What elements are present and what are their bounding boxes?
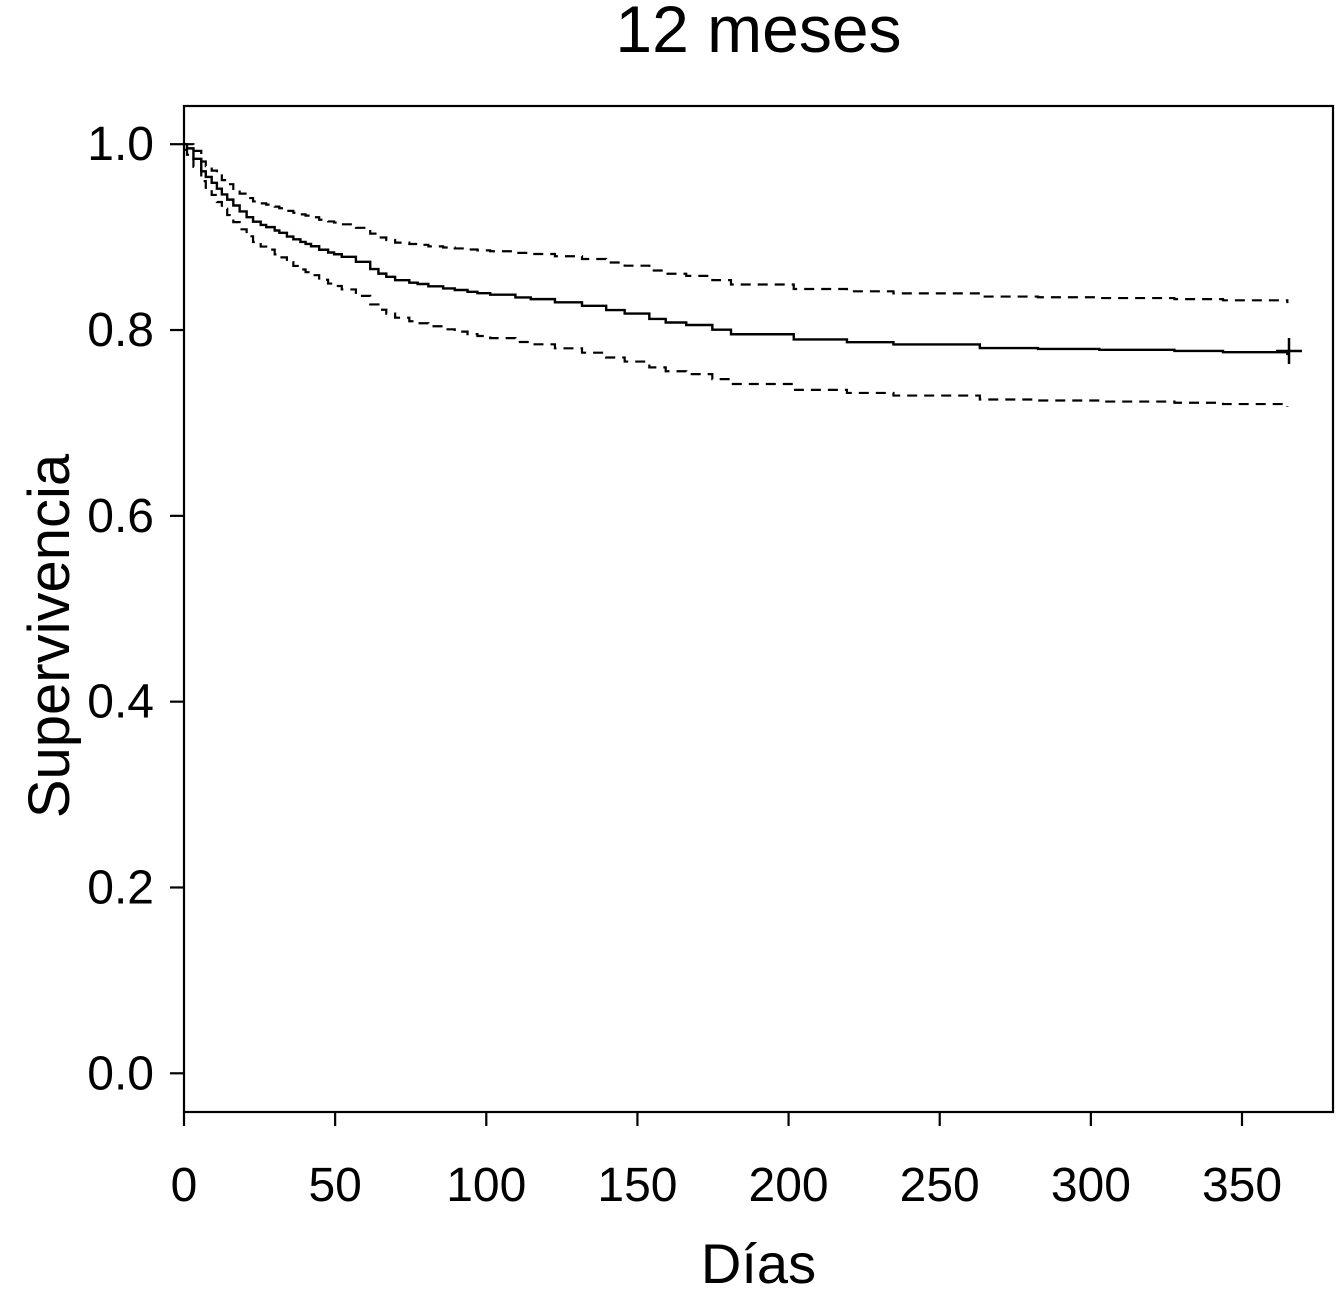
svg-text:300: 300 <box>1051 1159 1131 1212</box>
svg-text:1.0: 1.0 <box>87 118 154 171</box>
svg-text:150: 150 <box>597 1159 677 1212</box>
svg-text:100: 100 <box>446 1159 526 1212</box>
svg-text:50: 50 <box>308 1159 361 1212</box>
svg-text:0.6: 0.6 <box>87 490 154 543</box>
svg-text:0.8: 0.8 <box>87 304 154 357</box>
svg-text:350: 350 <box>1202 1159 1282 1212</box>
svg-text:250: 250 <box>900 1159 980 1212</box>
svg-text:0: 0 <box>171 1159 198 1212</box>
svg-text:0.0: 0.0 <box>87 1047 154 1100</box>
svg-text:0.2: 0.2 <box>87 861 154 914</box>
svg-text:200: 200 <box>749 1159 829 1212</box>
svg-text:0.4: 0.4 <box>87 676 154 729</box>
